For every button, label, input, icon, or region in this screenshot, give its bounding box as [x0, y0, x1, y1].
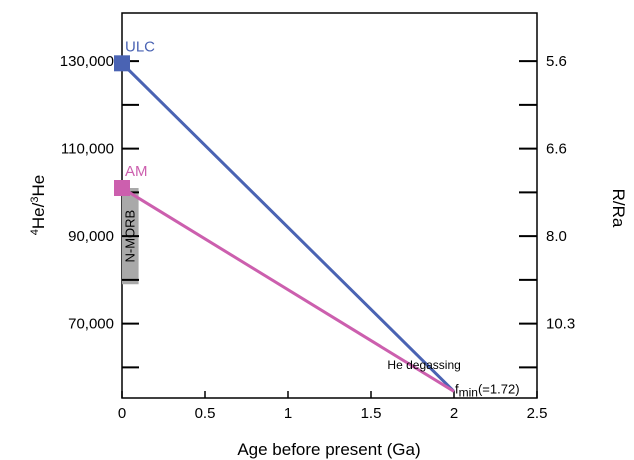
series-line-am	[121, 186, 455, 393]
y-label-he-over: He/	[29, 202, 48, 229]
y-axis-label-left: 4He/3He	[29, 175, 48, 235]
annotation-fmin: fmin(=1.72)	[455, 381, 520, 399]
fmin-value: (=1.72)	[478, 381, 520, 396]
tick-layer: 0 0.5 1 1.5 2 2.5 70,000 90,000 110,000 130,000 10…	[60, 53, 575, 422]
plot-frame	[121, 12, 538, 399]
y-tick-label-left: 130,000	[60, 53, 114, 70]
x-tick-label: 1	[284, 405, 292, 422]
y-tick-label-right: 6.6	[546, 141, 567, 158]
y-axis-label-right: R/Ra	[609, 189, 628, 228]
y-tick-label-left: 70,000	[68, 316, 114, 333]
series-label-ulc: ULC	[125, 38, 155, 55]
x-tick-label: 2	[450, 405, 458, 422]
y-tick-label-left: 90,000	[68, 228, 114, 245]
y-label-he: He	[29, 175, 48, 197]
fmin-main: f	[455, 381, 459, 396]
fmin-subscript: min	[459, 385, 478, 399]
x-tick-label: 0.5	[195, 405, 216, 422]
series-line-ulc	[120, 62, 456, 393]
y-tick-label-right: 8.0	[546, 228, 567, 245]
y-label-superscript-3: 3	[29, 197, 41, 203]
x-tick-label: 2.5	[527, 405, 548, 422]
annotation-he-degassing: He degassing	[387, 358, 460, 372]
x-tick-label: 1.5	[361, 405, 382, 422]
series-label-am: AM	[125, 163, 148, 180]
annotation-layer: He degassing fmin(=1.72)	[387, 358, 519, 399]
y-label-superscript-4: 4	[29, 229, 41, 235]
x-axis-label: Age before present (Ga)	[237, 440, 420, 459]
x-tick-label: 0	[118, 405, 126, 422]
y-tick-label-left: 110,000	[61, 141, 114, 158]
y-tick-label-right: 5.6	[546, 53, 567, 70]
series-marker-am	[114, 180, 130, 196]
series-marker-ulc	[114, 55, 130, 72]
y-tick-label-right: 10.3	[546, 316, 575, 333]
series-layer: ULC AM	[114, 38, 456, 393]
